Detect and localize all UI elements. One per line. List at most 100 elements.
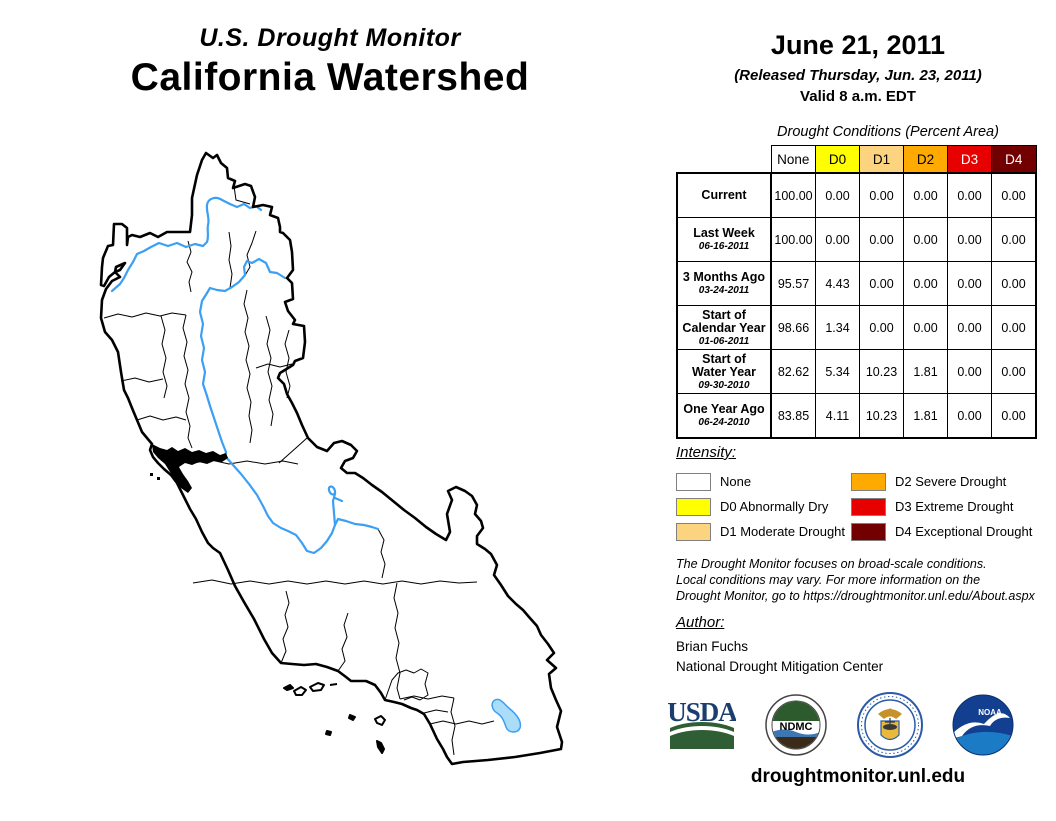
percent-cell: 82.62 [770,349,816,394]
usda-logo: USDA [668,697,736,749]
percent-cell: 0.00 [859,172,904,218]
percent-cell: 0.00 [947,393,992,439]
table-corner-cell [677,146,771,174]
percent-cell: 0.00 [903,217,948,262]
percent-cell: 0.00 [859,217,904,262]
percent-cell: 0.00 [991,217,1037,262]
author-heading: Author: [676,614,725,631]
row-label: Current [676,172,772,218]
map-svg [99,151,564,766]
percent-cell: 0.00 [903,172,948,218]
percent-cell: 100.00 [770,217,816,262]
row-date: 06-16-2011 [698,241,750,252]
sub-basin-lines [103,185,495,756]
noaa-logo: NOAA [952,694,1014,756]
legend-item: D0 Abnormally Dry [676,494,851,519]
disclaimer-line: Local conditions may vary. For more info… [676,573,981,587]
mokelumne-branch [327,485,344,527]
legend-swatch [851,472,886,491]
farallon-islands [150,473,160,480]
table-row: One Year Ago 06-24-2010 83.85 4.11 10.23 1.81… [676,393,1037,439]
table-row: Last Week 06-16-2011 100.00 0.00 0.00 0.00 0.0… [676,217,1037,262]
santa-cruz-island [309,682,325,692]
date-block: June 21, 2011 (Released Thursday, Jun. 2… [660,30,1056,105]
anacapa-island [329,683,338,686]
row-label: Last Week 06-16-2011 [676,217,772,262]
column-header-none: None [770,145,816,174]
percent-cell: 0.00 [947,305,992,350]
percent-cell: 0.00 [991,349,1037,394]
legend-title: Intensity: [676,444,737,461]
percent-cell: 83.85 [770,393,816,439]
column-header-d0: D0 [815,145,860,174]
ndmc-logo: NDMC [765,694,828,756]
svg-text:NDMC: NDMC [780,721,813,733]
legend-label: D3 Extreme Drought [895,499,1014,514]
disclaimer-text: The Drought Monitor focuses on broad-sca… [676,556,1046,604]
legend-swatch [676,472,711,491]
author-name: Brian Fuchs [676,639,749,654]
table-row: Start of Calendar Year 01-06-2011 98.66 1.34… [676,305,1037,350]
row-date: 09-30-2010 [698,379,750,391]
row-label: One Year Ago 06-24-2010 [676,393,772,439]
row-label: Start of Water Year 09-30-2010 [676,349,772,394]
released-date: (Released Thursday, Jun. 23, 2011) [734,67,982,84]
legend-label: None [720,474,752,489]
percent-cell: 0.00 [991,261,1037,306]
legend-swatch [676,497,711,516]
disclaimer-line: Drought Monitor, go to https://droughtmo… [676,589,1035,603]
percent-cell: 0.00 [947,261,992,306]
legend-swatch [851,522,886,541]
klamath-river [110,196,224,293]
san-nicolas-island [348,714,356,721]
svg-text:NOAA: NOAA [978,708,1002,717]
region-outer-boundary [99,151,564,766]
legend-swatch [851,497,886,516]
column-header-d2: D2 [903,145,948,174]
percent-cell: 0.00 [859,261,904,306]
report-kicker: U.S. Drought Monitor [199,24,461,52]
percent-cell: 0.00 [947,172,992,218]
percent-cell: 0.00 [815,172,860,218]
san-miguel-island [283,684,294,691]
legend-item: None [676,469,851,494]
sacramento-river [198,291,228,459]
column-header-d4: D4 [991,145,1037,174]
percent-cell: 4.43 [815,261,860,306]
santa-catalina-island [374,715,386,726]
page-title: California Watershed [130,56,530,99]
valid-time: Valid 8 a.m. EDT [800,88,916,105]
column-header-d1: D1 [859,145,904,174]
percent-cell: 0.00 [859,305,904,350]
legend-swatch [676,522,711,541]
percent-cell: 95.57 [770,261,816,306]
percent-cell: 0.00 [815,217,860,262]
san-joaquin-river [224,455,380,555]
percent-cell: 4.11 [815,393,860,439]
percent-cell: 0.00 [991,305,1037,350]
percent-cell: 1.34 [815,305,860,350]
map-date: June 21, 2011 [770,30,946,60]
legend-item: D1 Moderate Drought [676,519,851,544]
left-header: U.S. Drought Monitor California Watershe… [0,24,660,100]
percent-cell: 0.00 [947,349,992,394]
san-francisco-bay [152,444,228,493]
column-header-d3: D3 [947,145,992,174]
percent-cell: 5.34 [815,349,860,394]
percent-cell: 0.00 [947,217,992,262]
santa-rosa-island [293,686,307,696]
site-url: droughtmonitor.unl.edu [750,766,966,787]
commerce-seal [856,692,923,758]
row-date: 06-24-2010 [698,417,750,428]
percent-cell: 0.00 [991,172,1037,218]
disclaimer-line: The Drought Monitor focuses on broad-sca… [676,557,987,571]
legend-label: D2 Severe Drought [895,474,1007,489]
percent-cell: 1.81 [903,393,948,439]
percent-cell: 98.66 [770,305,816,350]
santa-barbara-island [325,730,332,736]
intensity-legend: Intensity: None D0 Abnormally Dry D1 Mod… [676,444,1036,544]
percent-cell: 0.00 [903,305,948,350]
percent-cell: 100.00 [770,172,816,218]
row-date: 03-24-2011 [698,285,750,296]
table-row: Start of Water Year 09-30-2010 82.62 5.34 10.… [676,349,1037,394]
